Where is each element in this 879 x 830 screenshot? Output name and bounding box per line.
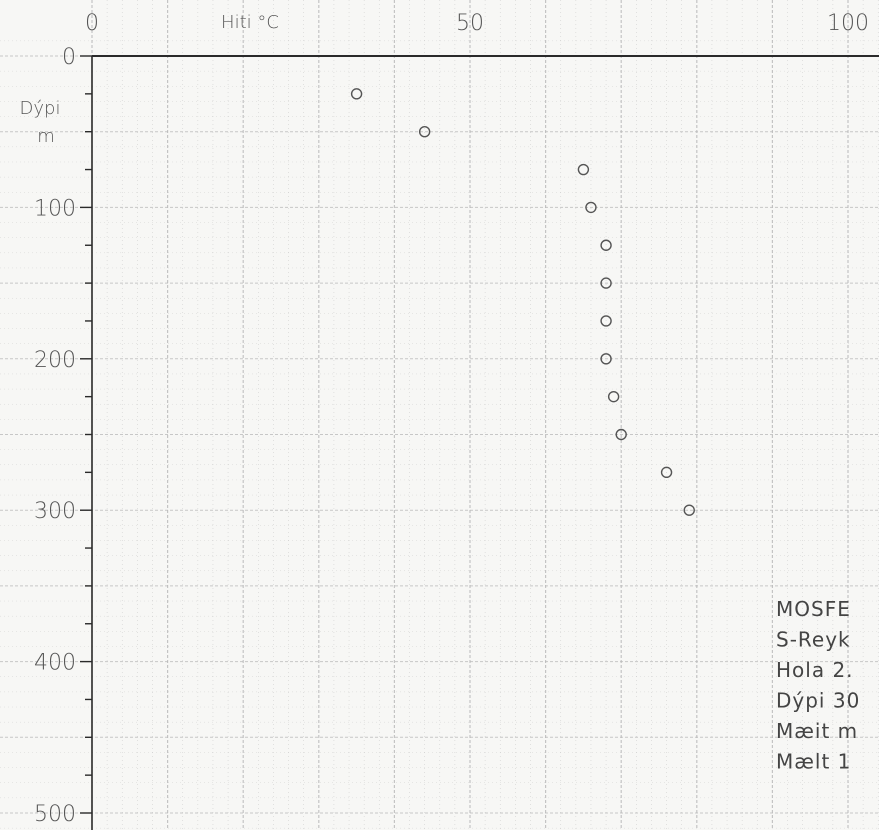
annotation-line: MOSFE: [776, 597, 851, 621]
y-tick-label: 300: [34, 499, 76, 524]
annotation-line: S-Reyk: [776, 628, 851, 652]
y-tick-label: 100: [34, 196, 76, 221]
annotation-line: Mælt 1: [776, 750, 851, 774]
x-tick-label: 0: [85, 11, 99, 36]
data-point: [600, 315, 612, 327]
data-point: [585, 201, 597, 214]
tick-labels: 0 50 100 0 100 200 300 400 500: [34, 11, 869, 827]
annotation-box: MOSFE S-Reyk Hola 2. Dýpi 30 Mæit m Mælt 1: [776, 597, 860, 774]
data-point: [600, 353, 612, 365]
annotation-line: Hola 2.: [776, 658, 854, 682]
y-axis-title: Dýpi: [20, 98, 61, 119]
data-point: [418, 125, 431, 138]
y-tick-label: 200: [34, 348, 76, 373]
x-tick-label: 100: [827, 11, 869, 36]
x-tick-label: 50: [456, 11, 484, 36]
data-point: [600, 277, 612, 289]
annotation-line: Dýpi 30: [776, 689, 860, 713]
x-axis-title: Hiti °C: [221, 12, 279, 33]
data-point: [577, 163, 590, 176]
data-point: [350, 88, 363, 100]
y-tick-label: 400: [34, 651, 76, 676]
annotation-line: Mæit m: [776, 719, 858, 743]
data-point: [615, 428, 627, 441]
data-points: [350, 88, 695, 516]
y-axis-unit: m: [37, 126, 55, 147]
data-point: [607, 390, 620, 403]
data-point: [660, 466, 673, 479]
y-tick-label: 0: [62, 45, 76, 70]
y-tick-label: 500: [34, 802, 76, 827]
data-point: [683, 504, 695, 516]
axes: [80, 55, 879, 830]
data-point: [600, 239, 612, 251]
